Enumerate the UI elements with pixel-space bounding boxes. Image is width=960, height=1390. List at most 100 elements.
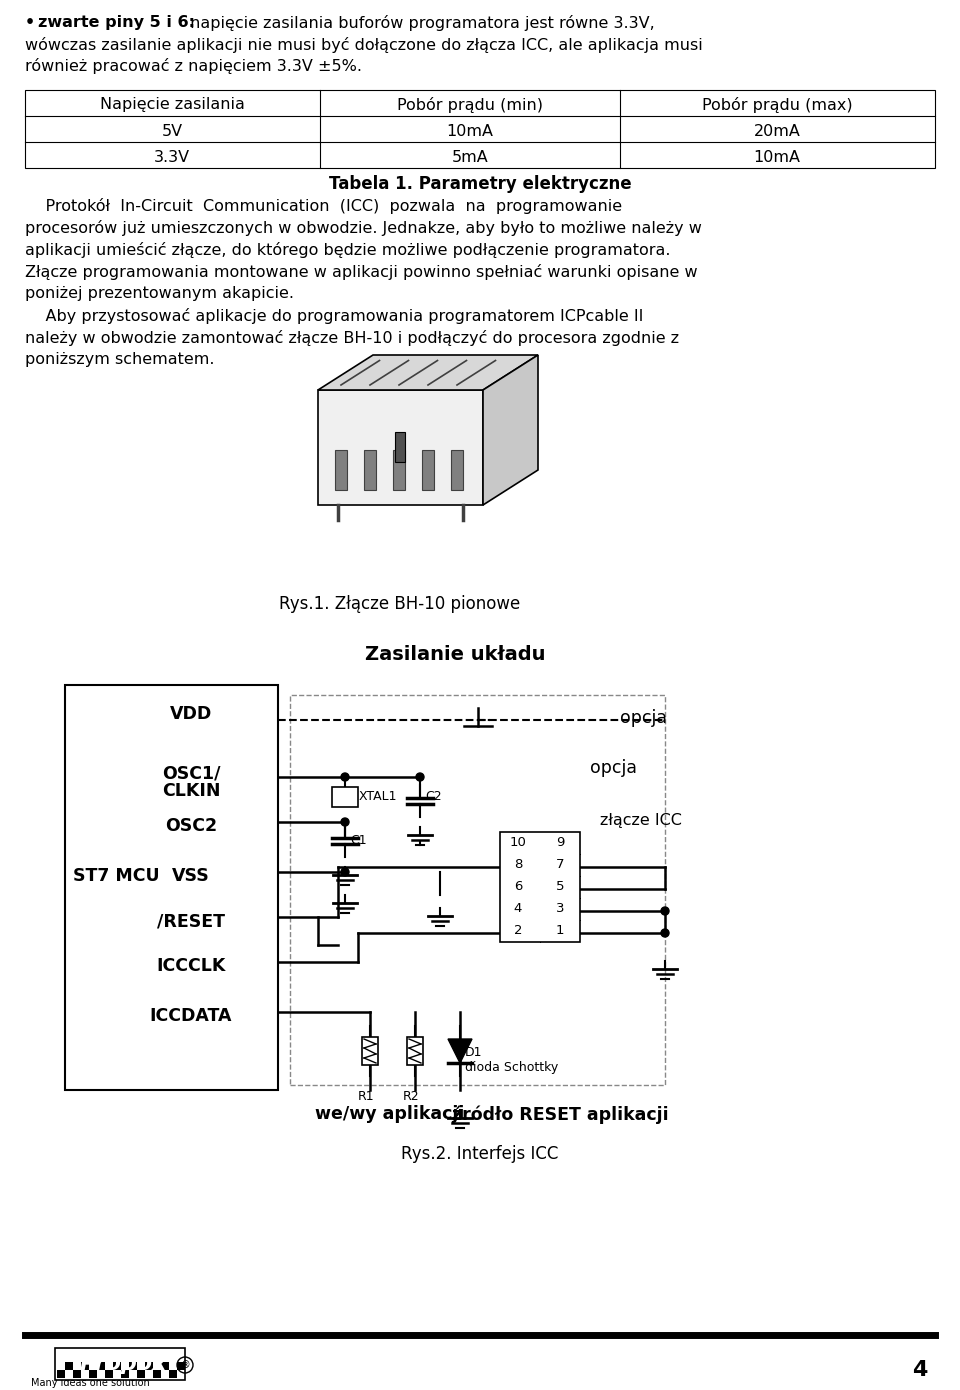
Text: Pobór prądu (max): Pobór prądu (max)	[702, 97, 852, 113]
Text: Zasilanie układu: Zasilanie układu	[365, 645, 545, 664]
Bar	[57, 1371, 65, 1377]
Bar	[145, 1362, 153, 1371]
Text: Rys.2. Interfejs ICC: Rys.2. Interfejs ICC	[401, 1145, 559, 1163]
Text: 8: 8	[514, 859, 522, 872]
Circle shape	[416, 773, 424, 781]
Bar	[407, 1037, 423, 1065]
Circle shape	[341, 867, 349, 876]
Bar	[113, 1362, 121, 1371]
Circle shape	[661, 908, 669, 915]
Polygon shape	[448, 1038, 472, 1063]
Text: 5: 5	[556, 880, 564, 894]
Text: 6: 6	[514, 880, 522, 894]
Bar	[105, 1371, 113, 1377]
Text: wówczas zasilanie aplikacji nie musi być dołączone do złącza ICC, ale aplikacja : wówczas zasilanie aplikacji nie musi być…	[25, 38, 703, 53]
Text: opcja: opcja	[620, 709, 667, 727]
Text: aplikacji umieścić złącze, do którego będzie możliwe podłączenie programatora.: aplikacji umieścić złącze, do którego bę…	[25, 242, 670, 259]
Text: OSC2: OSC2	[165, 817, 217, 835]
Bar	[335, 450, 347, 491]
Text: poniżej prezentowanym akapicie.: poniżej prezentowanym akapicie.	[25, 286, 294, 302]
Text: Protokół  In-Circuit  Communication  (ICC)  pozwala  na  programowanie: Protokół In-Circuit Communication (ICC) …	[25, 197, 622, 214]
Bar	[129, 1362, 137, 1371]
Text: 10mA: 10mA	[446, 124, 493, 139]
Text: 10: 10	[510, 837, 526, 849]
Bar	[97, 1362, 105, 1371]
Text: 9: 9	[556, 837, 564, 849]
Text: 5V: 5V	[161, 124, 182, 139]
Bar	[25, 90, 935, 168]
Text: Rys.1. Złącze BH-10 pionowe: Rys.1. Złącze BH-10 pionowe	[279, 595, 520, 613]
Text: CLKIN: CLKIN	[161, 783, 220, 801]
Text: procesorów już umieszczonych w obwodzie. Jednakze, aby było to możliwe należy w: procesorów już umieszczonych w obwodzie.…	[25, 220, 702, 236]
Text: również pracować z napięciem 3.3V ±5%.: również pracować z napięciem 3.3V ±5%.	[25, 58, 362, 74]
Bar	[451, 450, 463, 491]
Text: •: •	[25, 15, 40, 31]
Bar	[500, 833, 580, 942]
Text: ST7 MCU: ST7 MCU	[73, 867, 159, 885]
Polygon shape	[318, 391, 483, 505]
Bar	[332, 787, 358, 808]
Text: Tabela 1. Parametry elektryczne: Tabela 1. Parametry elektryczne	[328, 175, 632, 193]
Text: dioda Schottky: dioda Schottky	[465, 1061, 559, 1074]
Bar	[81, 1362, 89, 1371]
Bar	[121, 1371, 129, 1377]
Text: C2: C2	[425, 791, 442, 803]
Text: złącze ICC: złącze ICC	[600, 813, 682, 827]
Bar	[169, 1371, 177, 1377]
Text: 10mA: 10mA	[754, 150, 801, 164]
Text: D1: D1	[465, 1047, 483, 1059]
Circle shape	[341, 817, 349, 826]
Text: we/wy aplikacji: we/wy aplikacji	[315, 1105, 465, 1123]
Text: 3: 3	[556, 902, 564, 916]
Text: VDD: VDD	[170, 705, 212, 723]
Text: R2: R2	[403, 1090, 420, 1104]
Text: XTAL1: XTAL1	[359, 791, 397, 803]
Circle shape	[661, 929, 669, 937]
Bar	[55, 1348, 185, 1380]
Text: ®: ®	[180, 1359, 190, 1371]
Bar	[73, 1371, 81, 1377]
Bar	[422, 450, 434, 491]
Bar	[55, 1348, 185, 1380]
Text: Napięcie zasilania: Napięcie zasilania	[100, 97, 245, 113]
Text: 5mA: 5mA	[451, 150, 489, 164]
Text: 4: 4	[912, 1359, 927, 1380]
Bar	[89, 1371, 97, 1377]
Bar	[364, 450, 376, 491]
Text: VSS: VSS	[172, 867, 210, 885]
Text: Propox: Propox	[80, 1354, 167, 1373]
Text: C1: C1	[350, 834, 367, 847]
Text: 20mA: 20mA	[754, 124, 801, 139]
Text: ICCDATA: ICCDATA	[150, 1006, 232, 1024]
Text: 4: 4	[514, 902, 522, 916]
Bar	[395, 432, 405, 461]
Polygon shape	[483, 354, 538, 505]
Bar	[161, 1362, 169, 1371]
Bar	[137, 1371, 145, 1377]
Text: opcja: opcja	[590, 759, 637, 777]
Text: źródło RESET aplikacji: źródło RESET aplikacji	[452, 1105, 668, 1123]
Text: 1: 1	[556, 924, 564, 937]
Text: Pobór prądu (min): Pobór prądu (min)	[397, 97, 543, 113]
Text: zwarte piny 5 i 6:: zwarte piny 5 i 6:	[38, 15, 195, 31]
Text: Aby przystosować aplikacje do programowania programatorem ICPcable II: Aby przystosować aplikacje do programowa…	[25, 309, 643, 324]
Bar	[393, 450, 405, 491]
Bar	[362, 1037, 378, 1065]
Text: R1: R1	[358, 1090, 374, 1104]
Circle shape	[341, 773, 349, 781]
Bar	[153, 1371, 161, 1377]
Bar	[65, 685, 278, 1090]
Text: 7: 7	[556, 859, 564, 872]
Text: 2: 2	[514, 924, 522, 937]
Text: należy w obwodzie zamontować złącze BH-10 i podłączyć do procesora zgodnie z: należy w obwodzie zamontować złącze BH-1…	[25, 329, 679, 346]
Text: Złącze programowania montowane w aplikacji powinno spełniać warunki opisane w: Złącze programowania montowane w aplikac…	[25, 264, 698, 279]
Text: ICCCLK: ICCCLK	[156, 956, 226, 974]
Text: napięcie zasilania buforów programatora jest równe 3.3V,: napięcie zasilania buforów programatora …	[185, 15, 655, 31]
Text: 3.3V: 3.3V	[154, 150, 190, 164]
Bar	[177, 1362, 185, 1371]
Text: Many ideas one solution: Many ideas one solution	[31, 1377, 150, 1389]
Text: poniższym schematem.: poniższym schematem.	[25, 352, 214, 367]
Polygon shape	[318, 354, 538, 391]
Text: /RESET: /RESET	[157, 912, 225, 930]
Bar	[65, 1362, 73, 1371]
